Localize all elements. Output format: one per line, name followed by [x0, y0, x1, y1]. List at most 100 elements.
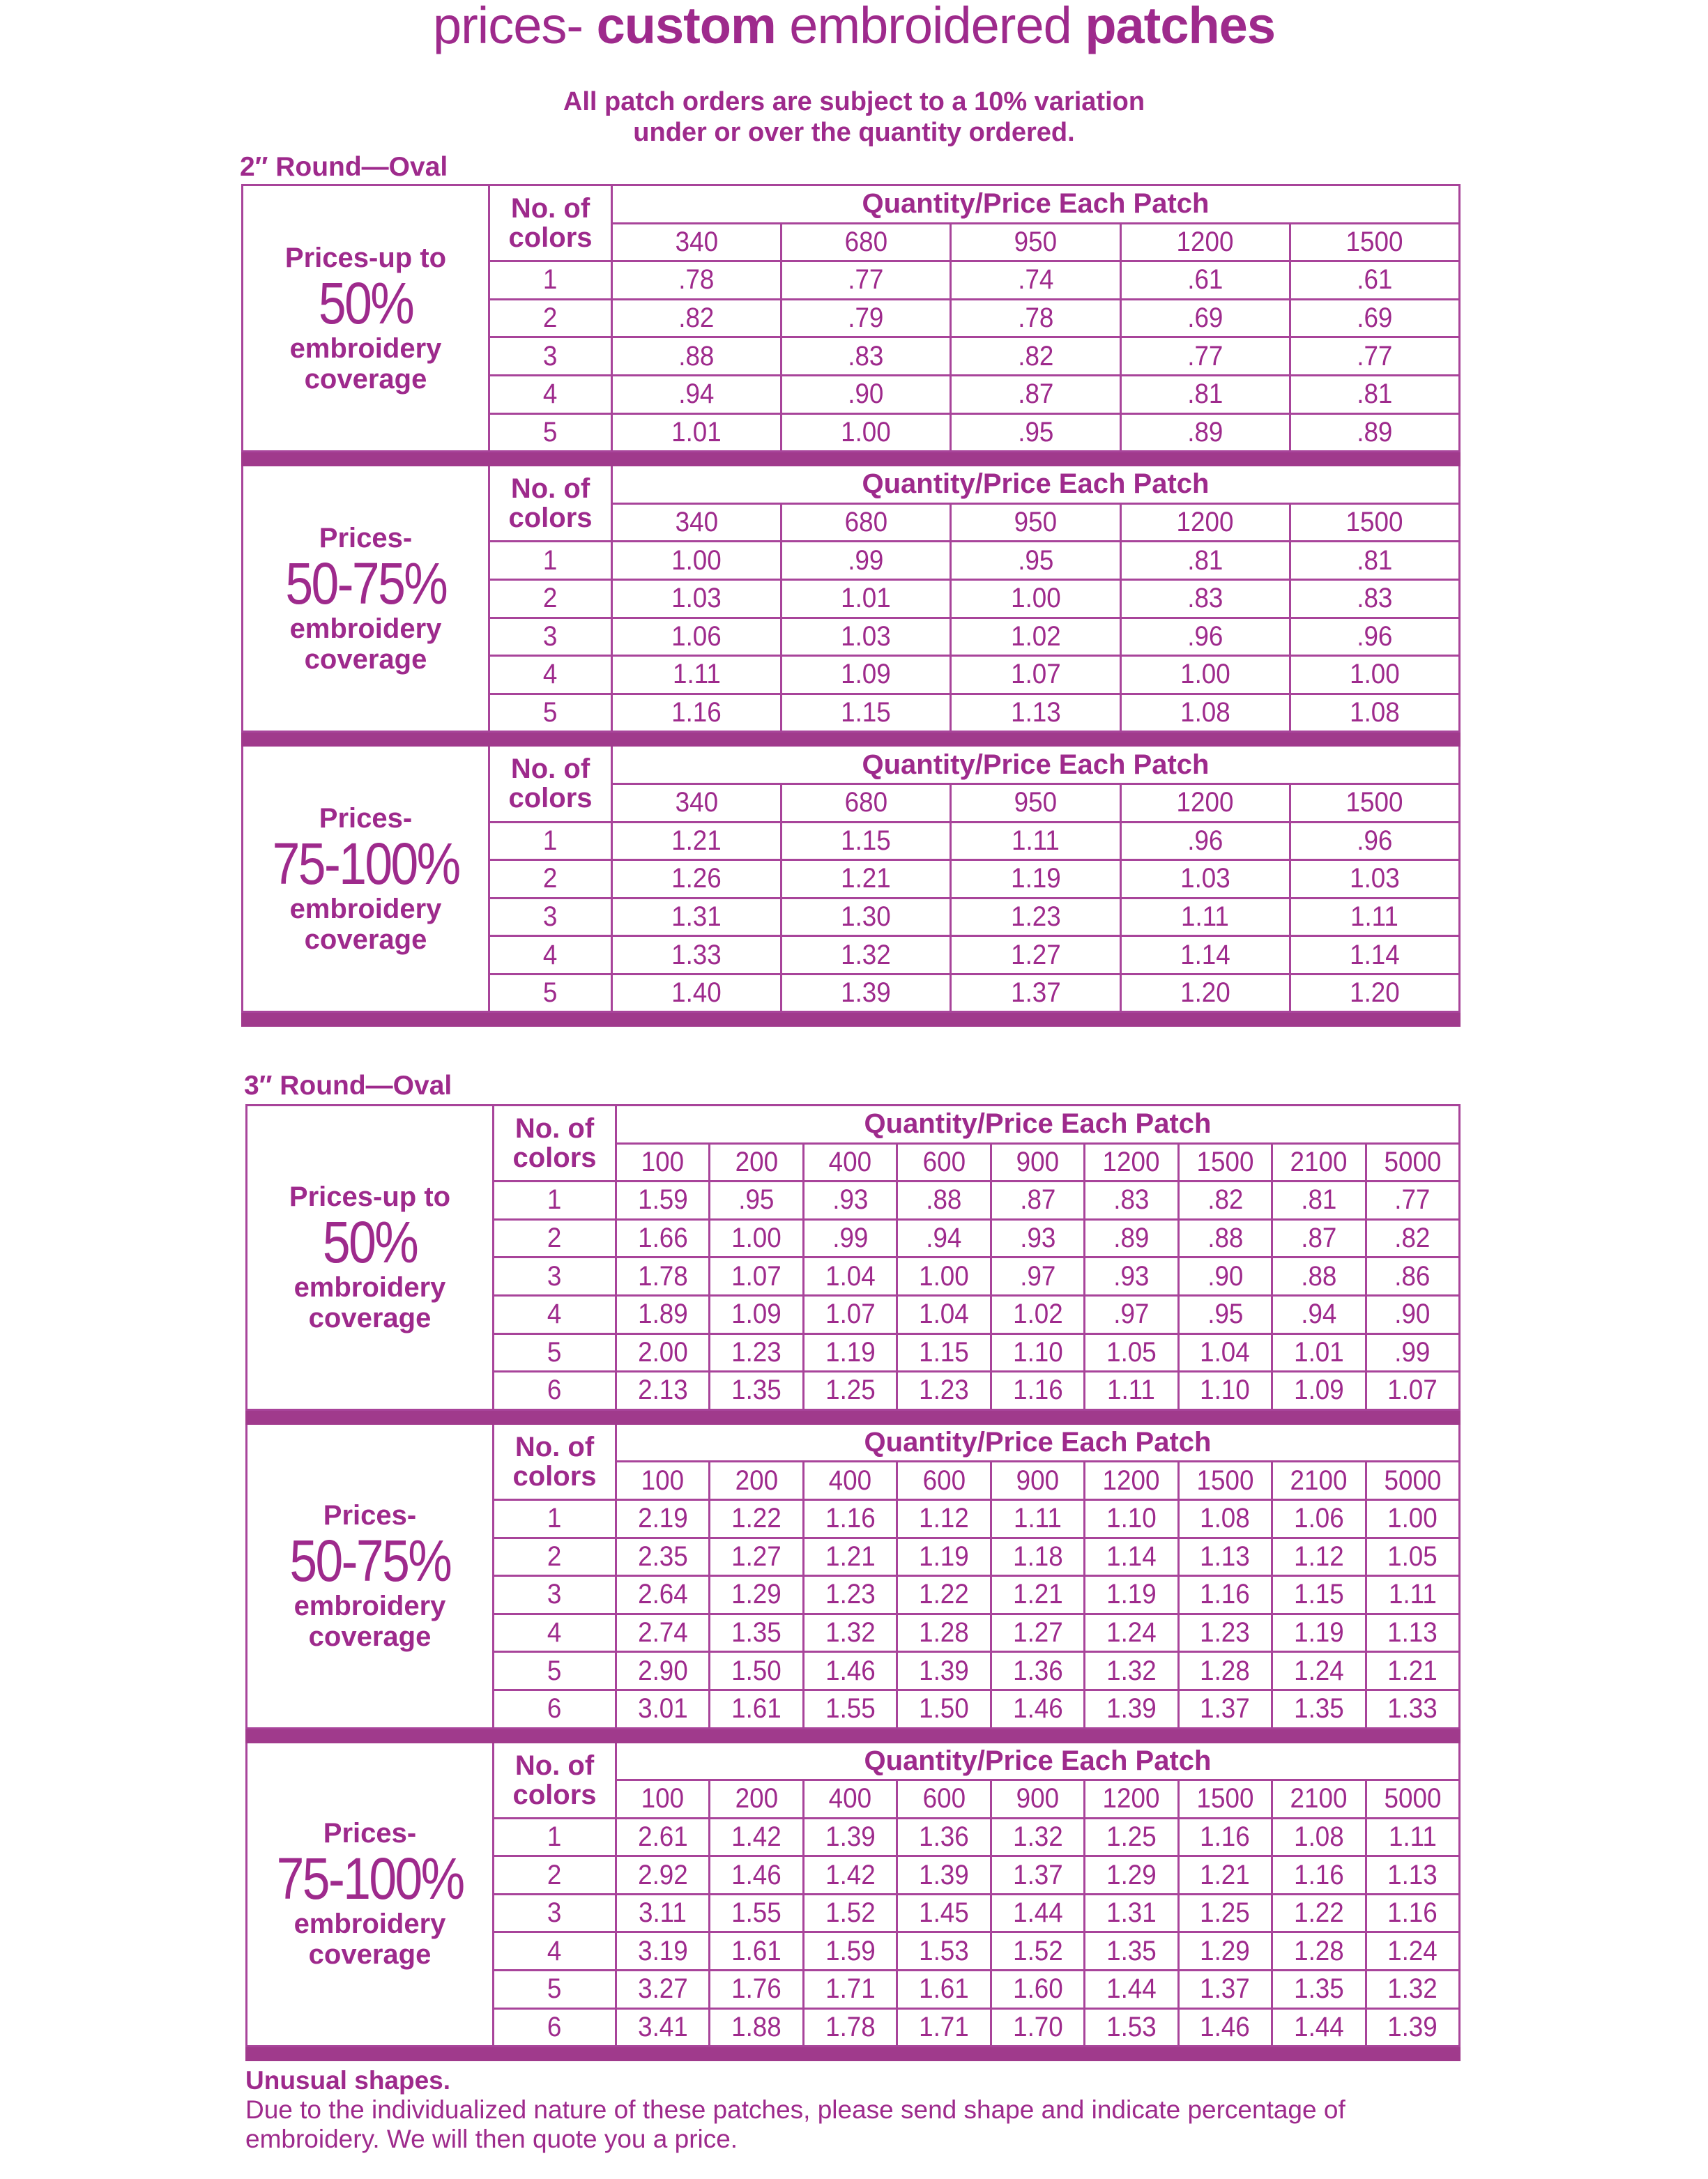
quantity-value: 340: [675, 507, 718, 538]
price-value: 1.52: [825, 1897, 876, 1929]
price-value: 1.31: [1106, 1897, 1157, 1929]
price-value: 1.05: [1106, 1336, 1157, 1368]
price-cell: 1.24: [1083, 1612, 1180, 1653]
price-value: 1.42: [825, 1859, 876, 1890]
price-cell: .99: [1364, 1332, 1461, 1373]
price-cell: 1.29: [1083, 1855, 1180, 1895]
price-value: 1.11: [1012, 825, 1060, 856]
price-cell: 2.92: [614, 1855, 711, 1895]
price-cell: 2.90: [614, 1651, 711, 1691]
quantity-cell: 680: [780, 502, 952, 543]
price-value: 1.15: [841, 825, 892, 856]
notice-line: All patch orders are subject to a 10% va…: [563, 87, 1145, 116]
table-row: 5 3.27 1.76 1.71 1.61 1.60 1.44 1.37 1.35 1.32: [247, 1969, 1461, 2010]
coverage-percent-value: 50%: [322, 1209, 419, 1275]
table-row: 4 1.33 1.32 1.27 1.14 1.14: [243, 935, 1461, 975]
coverage-label-bottom: coverage: [304, 924, 427, 955]
price-cell: 2.13: [614, 1370, 711, 1411]
price-cell: .90: [1364, 1294, 1461, 1335]
section-divider-bar: [245, 1727, 1461, 1743]
price-value: .83: [848, 340, 884, 372]
coverage-label: Prices-up to 50% embroidery coverage: [245, 1104, 494, 1411]
quantity-variation-notice: All patch orders are subject to a 10% va…: [0, 86, 1708, 148]
table-row: 2 2.92 1.46 1.42 1.39 1.37 1.29 1.21 1.16 1.13: [247, 1855, 1461, 1895]
price-value: 1.21: [1387, 1655, 1438, 1686]
divider-bar: [245, 1727, 1461, 1743]
price-cell: 1.16: [610, 692, 783, 733]
price-value: 1.37: [1200, 1973, 1251, 2005]
price-value: 1.32: [841, 939, 892, 970]
quantity-value: 600: [922, 1146, 966, 1177]
price-value: .93: [832, 1184, 869, 1216]
price-cell: .87: [989, 1180, 1086, 1221]
coverage-percent-value: 50%: [318, 270, 415, 336]
price-cell: 1.44: [1083, 1969, 1180, 2010]
price-cell: 2.74: [614, 1612, 711, 1653]
price-cell: 1.29: [1177, 1931, 1274, 1972]
price-value: 1.15: [1293, 1579, 1344, 1610]
colors-count-value: 5: [547, 1655, 562, 1686]
price-value: 1.18: [1012, 1540, 1063, 1572]
coverage-label-bottom: coverage: [304, 643, 427, 675]
colors-count: 1: [488, 540, 613, 581]
price-value: .95: [738, 1184, 775, 1216]
price-cell: 1.13: [950, 692, 1122, 733]
price-value: .77: [1357, 340, 1393, 372]
price-value: 1.33: [671, 939, 722, 970]
price-value: 1.11: [1350, 901, 1399, 932]
price-value: .97: [1019, 1260, 1056, 1292]
quantity-cell: 1500: [1177, 1779, 1274, 1819]
section-divider-bar: [241, 450, 1461, 467]
quantity-value: 950: [1014, 787, 1058, 818]
header-row: Prices-up to 50% embroidery coverage No. of c…: [241, 183, 1461, 453]
price-cell: .93: [1083, 1256, 1180, 1297]
coverage-label-bottom: coverage: [308, 1939, 432, 1971]
price-cell: 1.22: [708, 1498, 805, 1539]
price-value: 1.39: [919, 1859, 969, 1890]
colors-header-line: colors: [512, 1142, 597, 1174]
quantity-value: 680: [844, 507, 887, 538]
colors-count-value: 1: [547, 1503, 562, 1534]
colors-header-line: No. of: [514, 1113, 595, 1145]
price-value: .96: [1187, 825, 1223, 856]
table-row: 5 1.40 1.39 1.37 1.20 1.20: [243, 972, 1461, 1014]
price-cell: 1.15: [896, 1332, 992, 1373]
price-cell: 1.45: [896, 1893, 992, 1934]
price-value: .77: [1394, 1184, 1431, 1216]
price-value: .90: [1207, 1260, 1243, 1292]
price-cell: 1.11: [610, 655, 783, 695]
price-cell: 1.40: [610, 972, 783, 1014]
quantity-cell: 680: [780, 222, 952, 263]
price-value: 1.23: [825, 1579, 876, 1610]
price-cell: .88: [610, 336, 783, 376]
quantity-row: 100 200 400 600 900 1200 1500 2100 5000: [247, 1142, 1461, 1183]
price-value: 1.70: [1012, 2011, 1063, 2042]
price-value: 2.61: [637, 1821, 688, 1852]
price-cell: .79: [780, 298, 952, 339]
colors-header-line: No. of: [510, 754, 590, 785]
coverage-label-bottom: embroidery: [293, 1271, 446, 1303]
price-value: 1.24: [1106, 1617, 1157, 1649]
colors-count-value: 5: [543, 416, 558, 448]
price-cell: 1.11: [1119, 896, 1291, 938]
price-value: .79: [848, 303, 884, 334]
price-cell: .89: [1119, 412, 1291, 453]
price-cell: 1.18: [989, 1536, 1086, 1577]
price-value: .94: [1301, 1299, 1337, 1330]
price-value: 1.16: [1200, 1579, 1251, 1610]
table-row: 5 2.90 1.50 1.46 1.39 1.36 1.32 1.28 1.24 1.21: [247, 1651, 1461, 1691]
table-row: 4 3.19 1.61 1.59 1.53 1.52 1.35 1.29 1.28 1.24: [247, 1931, 1461, 1972]
table-row: 1 2.19 1.22 1.16 1.12 1.11 1.10 1.08 1.06 1.00: [247, 1498, 1461, 1539]
price-cell: .81: [1288, 374, 1461, 415]
price-value: .99: [848, 544, 884, 576]
price-value: 1.16: [825, 1503, 876, 1534]
coverage-label-bottom: coverage: [304, 363, 427, 395]
quantity-value: 200: [735, 1465, 778, 1496]
quantity-value: 1200: [1176, 226, 1234, 257]
price-cell: 1.10: [1177, 1370, 1274, 1411]
price-cell: .88: [1177, 1218, 1274, 1259]
quantity-cell: 950: [950, 782, 1122, 823]
price-value: .94: [678, 379, 715, 410]
quantity-value: 2100: [1290, 1783, 1348, 1814]
price-value: 1.36: [1012, 1655, 1063, 1686]
